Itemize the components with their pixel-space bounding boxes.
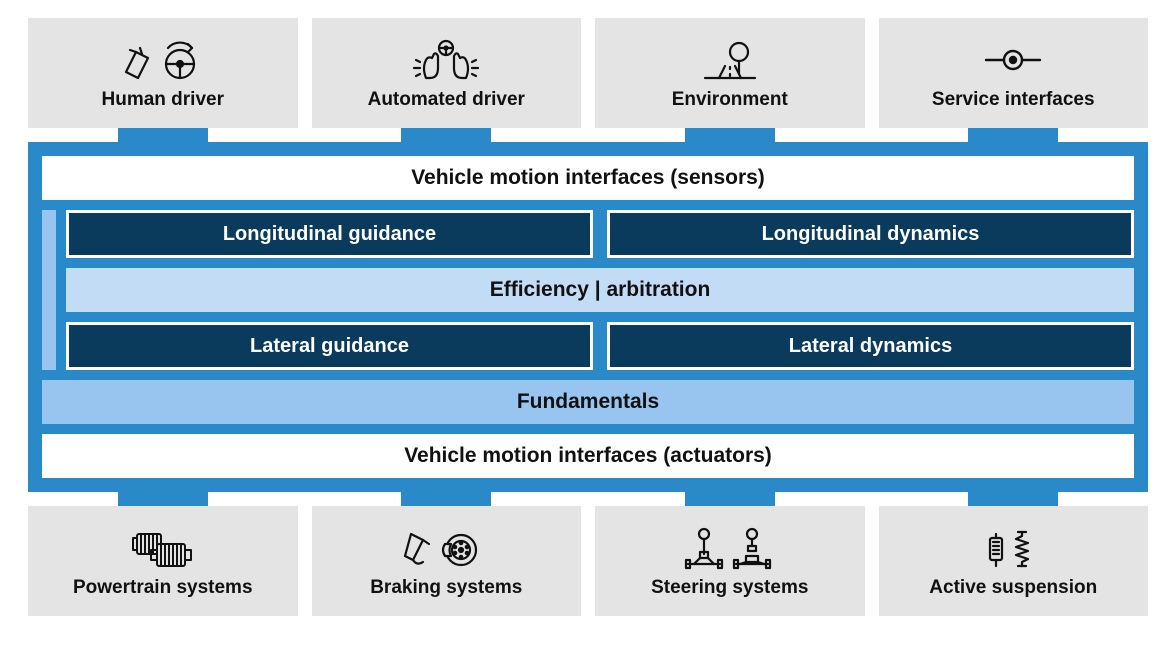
fundamentals-bar: Fundamentals: [42, 380, 1134, 424]
bottom-outputs-row: Powertrain systems Braking sys: [0, 506, 1176, 634]
top-inputs-row: Human driver Automated driver: [0, 0, 1176, 128]
connector-tab: [968, 128, 1058, 142]
longitudinal-row: Longitudinal guidance Longitudinal dynam…: [66, 210, 1134, 258]
core-block: Vehicle motion interfaces (sensors) Long…: [28, 142, 1148, 492]
box-service-interfaces: Service interfaces: [879, 18, 1149, 128]
suspension-icon: [978, 523, 1048, 573]
box-label: Environment: [672, 89, 788, 111]
box-label: Human driver: [102, 89, 224, 111]
braking-icon: [401, 523, 491, 573]
bottom-connectors: [0, 492, 1176, 506]
human-driver-icon: [118, 35, 208, 85]
inner-wrap: Longitudinal guidance Longitudinal dynam…: [42, 210, 1134, 370]
sensors-bar: Vehicle motion interfaces (sensors): [42, 156, 1134, 200]
steering-icon: [680, 523, 780, 573]
box-label: Service interfaces: [932, 89, 1095, 111]
box-label: Active suspension: [929, 577, 1097, 599]
connector-tab: [401, 492, 491, 506]
box-label: Automated driver: [368, 89, 525, 111]
lateral-dynamics: Lateral dynamics: [607, 322, 1134, 370]
connector-tab: [685, 492, 775, 506]
box-powertrain: Powertrain systems: [28, 506, 298, 616]
connector-tab: [118, 128, 208, 142]
top-connectors: [0, 128, 1176, 142]
powertrain-icon: [123, 523, 203, 573]
box-steering: Steering systems: [595, 506, 865, 616]
connector-tab: [118, 492, 208, 506]
box-environment: Environment: [595, 18, 865, 128]
environment-icon: [695, 35, 765, 85]
box-label: Braking systems: [370, 577, 522, 599]
box-braking: Braking systems: [312, 506, 582, 616]
actuators-bar: Vehicle motion interfaces (actuators): [42, 434, 1134, 478]
box-automated-driver: Automated driver: [312, 18, 582, 128]
connector-tab: [401, 128, 491, 142]
lateral-guidance: Lateral guidance: [66, 322, 593, 370]
box-label: Powertrain systems: [73, 577, 253, 599]
connector-tab: [968, 492, 1058, 506]
fundamentals-rail: [42, 210, 56, 370]
automated-driver-icon: [406, 35, 486, 85]
longitudinal-guidance: Longitudinal guidance: [66, 210, 593, 258]
inner-content: Longitudinal guidance Longitudinal dynam…: [56, 210, 1134, 370]
efficiency-bar: Efficiency | arbitration: [66, 268, 1134, 312]
service-interfaces-icon: [978, 35, 1048, 85]
box-label: Steering systems: [651, 577, 808, 599]
connector-tab: [685, 128, 775, 142]
box-suspension: Active suspension: [879, 506, 1149, 616]
box-human-driver: Human driver: [28, 18, 298, 128]
lateral-row: Lateral guidance Lateral dynamics: [66, 322, 1134, 370]
longitudinal-dynamics: Longitudinal dynamics: [607, 210, 1134, 258]
